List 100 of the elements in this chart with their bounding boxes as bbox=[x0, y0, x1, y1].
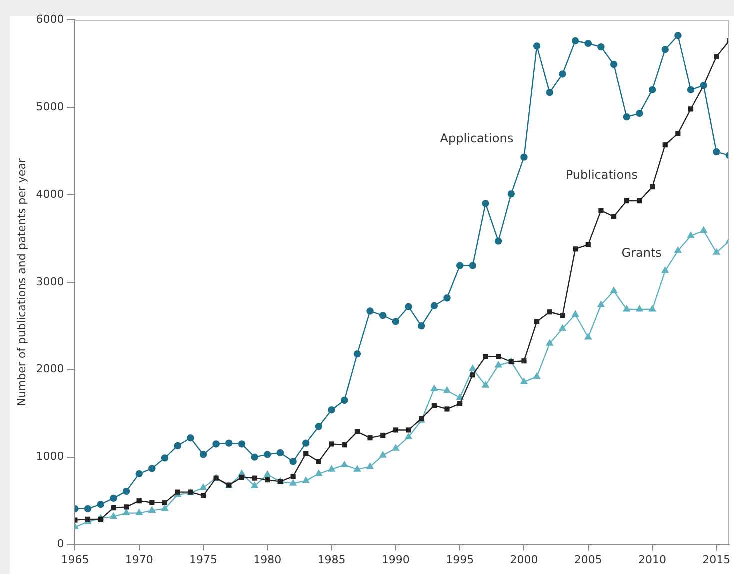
point bbox=[354, 429, 360, 435]
point bbox=[520, 154, 528, 161]
point bbox=[648, 86, 656, 94]
point bbox=[84, 505, 92, 513]
point bbox=[328, 406, 336, 414]
point bbox=[610, 286, 618, 294]
point bbox=[534, 319, 540, 324]
point bbox=[572, 37, 580, 45]
point bbox=[624, 198, 630, 204]
point bbox=[354, 465, 362, 472]
point bbox=[712, 248, 721, 255]
x-tick-label: 1975 bbox=[189, 553, 218, 566]
y-tick-label: 2000 bbox=[36, 362, 64, 376]
point bbox=[406, 428, 412, 433]
series-label: Applications bbox=[440, 131, 514, 146]
point bbox=[559, 70, 566, 78]
point bbox=[623, 113, 630, 121]
point bbox=[482, 381, 490, 388]
point bbox=[226, 440, 233, 447]
point bbox=[174, 442, 182, 450]
x-tick-label: 1985 bbox=[318, 553, 346, 566]
point bbox=[687, 232, 695, 238]
point bbox=[444, 294, 451, 302]
point bbox=[110, 494, 118, 502]
point bbox=[175, 490, 180, 495]
point bbox=[136, 470, 143, 478]
point bbox=[239, 474, 245, 480]
y-tick-label: 0 bbox=[57, 538, 64, 551]
point bbox=[302, 440, 310, 447]
point bbox=[200, 483, 208, 490]
y-tick-label: 1000 bbox=[36, 450, 64, 464]
point bbox=[150, 500, 155, 506]
y-tick-label: 3000 bbox=[36, 275, 64, 288]
point bbox=[316, 459, 322, 464]
point bbox=[111, 506, 116, 511]
point bbox=[584, 333, 592, 340]
x-tick-label: 1995 bbox=[446, 553, 474, 566]
y-tick-label: 5000 bbox=[36, 100, 64, 114]
y-tick-label: 4000 bbox=[36, 188, 64, 201]
point bbox=[586, 242, 591, 248]
x-tick-label: 1970 bbox=[125, 553, 154, 566]
point bbox=[456, 262, 464, 270]
point bbox=[688, 106, 694, 112]
point bbox=[252, 476, 258, 481]
point bbox=[366, 462, 374, 470]
point bbox=[392, 318, 400, 326]
series-label: Grants bbox=[622, 246, 662, 260]
point bbox=[315, 469, 323, 476]
point bbox=[340, 460, 349, 468]
point bbox=[674, 32, 682, 40]
point bbox=[584, 40, 592, 48]
point bbox=[366, 308, 374, 315]
point bbox=[393, 428, 398, 433]
point bbox=[212, 440, 220, 448]
point bbox=[674, 246, 682, 254]
point bbox=[264, 470, 272, 478]
point bbox=[610, 61, 618, 68]
point bbox=[290, 474, 296, 480]
point bbox=[444, 406, 450, 412]
point bbox=[533, 42, 541, 50]
point bbox=[98, 516, 104, 522]
point bbox=[573, 246, 578, 252]
point bbox=[520, 378, 528, 384]
series-label: Publications bbox=[566, 168, 638, 182]
point bbox=[187, 434, 194, 442]
point bbox=[713, 148, 720, 156]
point bbox=[405, 303, 412, 310]
x-tick-label: 1980 bbox=[254, 553, 282, 566]
point bbox=[650, 184, 656, 190]
point bbox=[264, 451, 272, 458]
point bbox=[546, 89, 554, 96]
point bbox=[547, 310, 552, 315]
point bbox=[458, 401, 463, 407]
y-axis-title: Number of publications and patents per year bbox=[15, 158, 28, 406]
point bbox=[315, 423, 323, 430]
point bbox=[329, 442, 334, 447]
point bbox=[470, 372, 476, 378]
point bbox=[430, 384, 438, 392]
point bbox=[687, 86, 695, 94]
point bbox=[379, 451, 387, 458]
point bbox=[124, 504, 130, 510]
point bbox=[661, 266, 670, 274]
point bbox=[443, 386, 452, 394]
point bbox=[622, 305, 631, 312]
point bbox=[496, 354, 502, 360]
point bbox=[598, 208, 604, 214]
point bbox=[508, 190, 515, 198]
x-tick-label: 2015 bbox=[702, 553, 731, 566]
x-tick-label: 1990 bbox=[382, 553, 410, 566]
point bbox=[533, 372, 541, 380]
point bbox=[342, 442, 348, 448]
point bbox=[611, 214, 617, 220]
point bbox=[162, 500, 168, 506]
point bbox=[302, 476, 310, 484]
point bbox=[200, 451, 208, 458]
point bbox=[558, 324, 567, 332]
x-tick-label: 2010 bbox=[638, 553, 667, 566]
point bbox=[238, 440, 246, 448]
point bbox=[200, 493, 206, 498]
point bbox=[328, 465, 336, 472]
